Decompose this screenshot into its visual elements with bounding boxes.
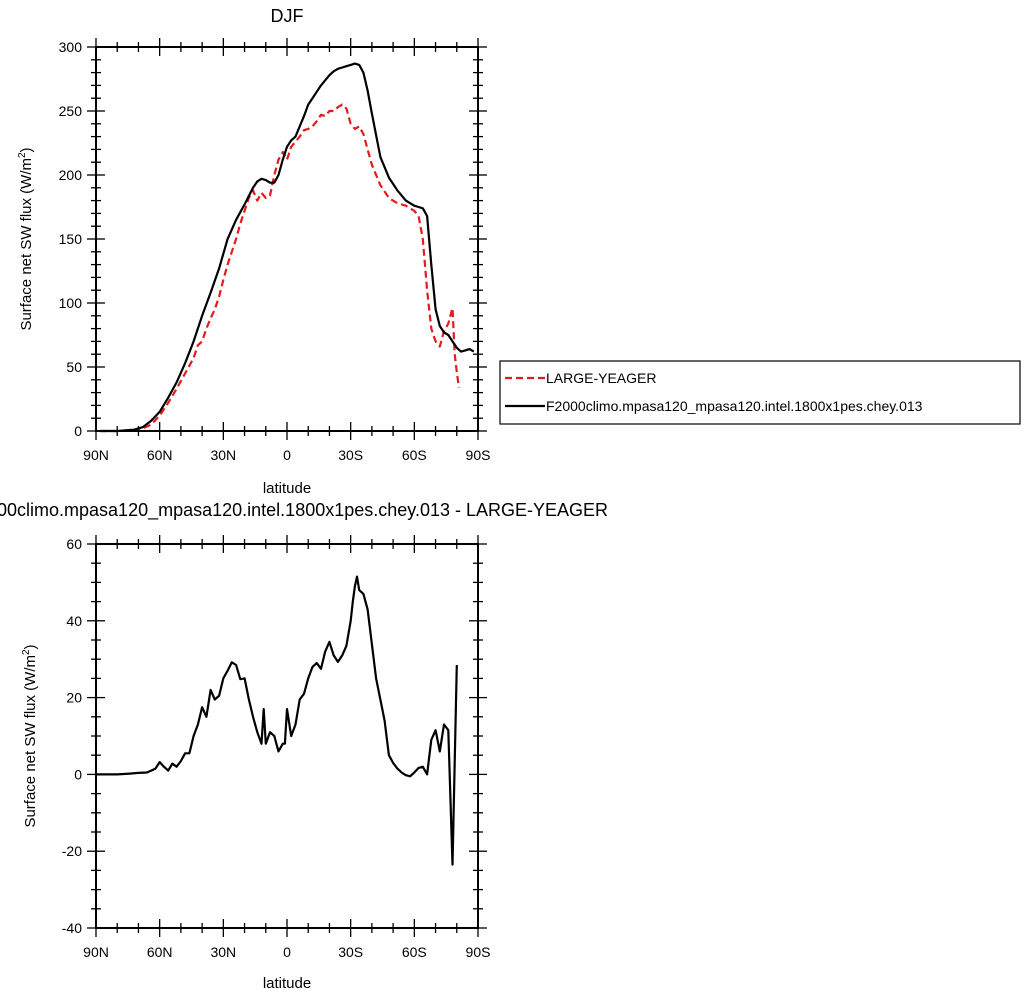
x-tick-label: 90N	[83, 944, 109, 960]
top-chart-xlabel: latitude	[263, 480, 311, 497]
legend-label-f2000climo: F2000climo.mpasa120_mpasa120.intel.1800x…	[546, 398, 923, 414]
bottom-chart-xlabel: latitude	[263, 975, 311, 992]
y-tick-label: -20	[62, 843, 82, 859]
x-tick-label: 60N	[147, 944, 173, 960]
top-chart-ylabel-main: Surface net SW flux (W/m	[18, 158, 35, 331]
y-tick-label: 200	[59, 167, 83, 183]
legend-label-large-yeager: LARGE-YEAGER	[546, 370, 656, 386]
y-tick-label: 0	[74, 423, 82, 439]
y-tick-label: 150	[59, 231, 83, 247]
bottom-chart-frame	[95, 543, 479, 929]
top-chart-title: DJF	[271, 6, 304, 26]
y-tick-label: 40	[66, 613, 82, 629]
bottom-chart-title: F2000climo.mpasa120_mpasa120.intel.1800x…	[0, 500, 608, 521]
top-chart-ylabel-tail: )	[18, 147, 35, 152]
x-tick-label: 90S	[466, 447, 491, 463]
bottom-chart-ylabel-tail: )	[22, 644, 39, 649]
bottom-chart-ylabel: Surface net SW flux (W/m2)	[21, 644, 39, 827]
y-tick-label: 250	[59, 103, 83, 119]
top-chart-ylabel-sup: 2	[17, 152, 28, 158]
y-tick-label: -40	[62, 920, 82, 936]
x-tick-label: 60S	[402, 447, 427, 463]
x-tick-label: 90S	[466, 944, 491, 960]
y-tick-label: 20	[66, 690, 82, 706]
legend: LARGE-YEAGER F2000climo.mpasa120_mpasa12…	[499, 360, 1021, 425]
y-tick-label: 50	[66, 359, 82, 375]
x-tick-label: 30S	[338, 944, 363, 960]
x-tick-label: 0	[283, 944, 291, 960]
bottom-chart-lines	[96, 575, 458, 866]
series-line-0	[100, 103, 460, 433]
legend-box	[499, 360, 1021, 425]
x-tick-label: 60N	[147, 447, 173, 463]
x-tick-label: 0	[283, 447, 291, 463]
bottom-chart-ylabel-main: Surface net SW flux (W/m	[22, 655, 39, 828]
x-tick-label: 90N	[83, 447, 109, 463]
bottom-chart-ylabel-sup: 2	[21, 649, 32, 655]
bottom-chart-tick-labels: 90N 60N 30N 0 30S 60S 90S -40 -20 0 20 40 60	[62, 536, 491, 960]
x-tick-label: 30N	[210, 944, 236, 960]
top-chart-ticks	[87, 38, 487, 440]
x-tick-label: 60S	[402, 944, 427, 960]
top-chart-tick-labels: 90N 60N 30N 0 30S 60S 90S 0 50 100 150 200 250 300	[59, 39, 491, 463]
y-tick-label: 300	[59, 39, 83, 55]
y-tick-label: 0	[74, 766, 82, 782]
y-tick-label: 100	[59, 295, 83, 311]
top-chart-ylabel: Surface net SW flux (W/m2)	[17, 147, 35, 330]
y-tick-label: 60	[66, 536, 82, 552]
series-line-1	[100, 62, 475, 433]
series-line-0	[96, 575, 458, 866]
x-tick-label: 30S	[338, 447, 363, 463]
bottom-chart: F2000climo.mpasa120_mpasa120.intel.1800x…	[0, 500, 608, 992]
x-tick-label: 30N	[210, 447, 236, 463]
top-chart-lines	[100, 62, 475, 433]
top-chart: DJF 90N 60N 30N 0 30S 60S 90S 0 50 100 150 200 250 30…	[17, 6, 1021, 497]
top-chart-frame	[95, 46, 479, 432]
bottom-chart-ticks	[87, 535, 487, 937]
